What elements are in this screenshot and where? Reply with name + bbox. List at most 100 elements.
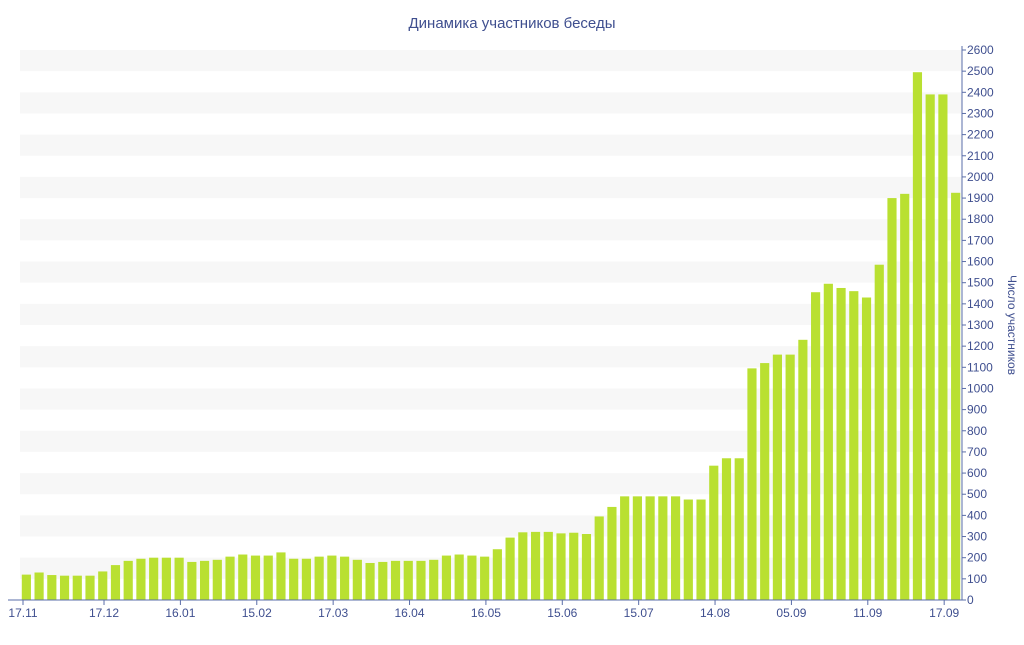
- bar: [734, 458, 744, 600]
- y-tick-label: 2200: [967, 128, 994, 142]
- x-tick-label: 17.03: [318, 606, 348, 620]
- bar: [823, 283, 833, 600]
- bar: [900, 193, 910, 600]
- axes-group: 0 100 200 300 400 500 600 700 800 900 1000 1100 1200…: [8, 43, 994, 620]
- y-tick-label: 800: [967, 424, 987, 438]
- grid-band: [20, 303, 962, 325]
- y-tick-label: 2100: [967, 149, 994, 163]
- y-tick-label: 300: [967, 530, 987, 544]
- y-tick-label: 1400: [967, 297, 994, 311]
- x-tick-label: 14.08: [700, 606, 730, 620]
- y-tick-label: 400: [967, 508, 987, 522]
- y-tick-label: 2400: [967, 85, 994, 99]
- bar: [569, 532, 579, 600]
- bar: [709, 465, 719, 600]
- bar: [390, 560, 401, 600]
- grid-band: [20, 346, 962, 368]
- y-tick-label: 200: [967, 551, 987, 565]
- bar: [798, 339, 808, 600]
- bar: [925, 94, 935, 600]
- x-tick-label: 11.09: [853, 606, 882, 620]
- bar: [238, 554, 248, 600]
- y-tick-label: 100: [967, 572, 987, 586]
- x-tick-label: 16.01: [165, 606, 195, 620]
- bar: [199, 560, 210, 600]
- bar: [785, 354, 795, 600]
- y-tick-label: 1300: [967, 318, 994, 332]
- bar: [849, 291, 859, 600]
- bar: [403, 560, 413, 600]
- y-tick-label: 900: [967, 403, 987, 417]
- bar: [225, 556, 235, 600]
- grid-band: [20, 176, 962, 199]
- bar: [543, 531, 553, 600]
- bar: [747, 368, 757, 600]
- grid-band: [20, 515, 962, 537]
- y-tick-label: 500: [967, 487, 987, 501]
- bars-group: [21, 72, 961, 601]
- bar: [276, 552, 286, 600]
- x-tick-label: 17.12: [89, 606, 119, 620]
- bar: [581, 534, 592, 600]
- bar: [365, 562, 375, 600]
- bar: [861, 297, 872, 600]
- bar: [378, 561, 388, 600]
- bar: [760, 363, 770, 600]
- x-tick-label: 15.07: [624, 606, 654, 620]
- y-tick-label: 700: [967, 445, 987, 459]
- bar: [836, 287, 846, 600]
- grid-band: [20, 261, 962, 283]
- grid-band: [20, 92, 962, 114]
- y-tick-label: 2500: [967, 64, 994, 78]
- bar: [72, 575, 82, 600]
- bar: [34, 572, 44, 600]
- bar: [645, 496, 655, 600]
- x-tick-label: 17.11: [8, 606, 37, 620]
- bar: [938, 94, 948, 600]
- bar: [212, 559, 222, 600]
- bar: [250, 555, 261, 600]
- chart-title: Динамика участников беседы: [409, 15, 616, 32]
- grid-band: [20, 557, 962, 579]
- bar: [110, 565, 121, 600]
- bar: [98, 571, 108, 600]
- bar: [874, 264, 884, 600]
- bar: [85, 575, 95, 600]
- bar: [594, 516, 604, 600]
- bar: [887, 198, 897, 601]
- x-tick-label: 17.09: [929, 606, 959, 620]
- bar: [301, 558, 312, 600]
- bar: [47, 575, 57, 600]
- bar: [340, 556, 350, 600]
- y-tick-label: 2300: [967, 106, 994, 120]
- bar: [607, 506, 617, 600]
- grid-band: [20, 388, 962, 410]
- y-axis-label: Число участников: [1005, 275, 1019, 375]
- bar: [811, 292, 821, 600]
- y-tick-label: 1700: [967, 233, 994, 247]
- bar: [620, 496, 630, 600]
- bar: [263, 555, 273, 600]
- bar: [632, 496, 642, 600]
- bar: [187, 561, 197, 600]
- x-tick-label: 16.05: [471, 606, 501, 620]
- y-tick-label: 1500: [967, 276, 994, 290]
- bar: [21, 574, 31, 600]
- bar: [480, 556, 490, 600]
- bar: [912, 72, 923, 600]
- bar: [683, 499, 693, 600]
- bar: [136, 558, 146, 600]
- y-tick-label: 1200: [967, 339, 994, 353]
- bar: [327, 555, 337, 600]
- bar: [658, 496, 668, 600]
- bar: [289, 558, 299, 600]
- bar: [441, 555, 452, 600]
- x-tick-label: 05.09: [776, 606, 806, 620]
- grid-bands: [20, 50, 962, 579]
- bar: [314, 556, 324, 600]
- y-tick-label: 1900: [967, 191, 994, 205]
- bar: [721, 458, 732, 600]
- bar: [492, 549, 502, 600]
- y-tick-label: 0: [967, 593, 974, 607]
